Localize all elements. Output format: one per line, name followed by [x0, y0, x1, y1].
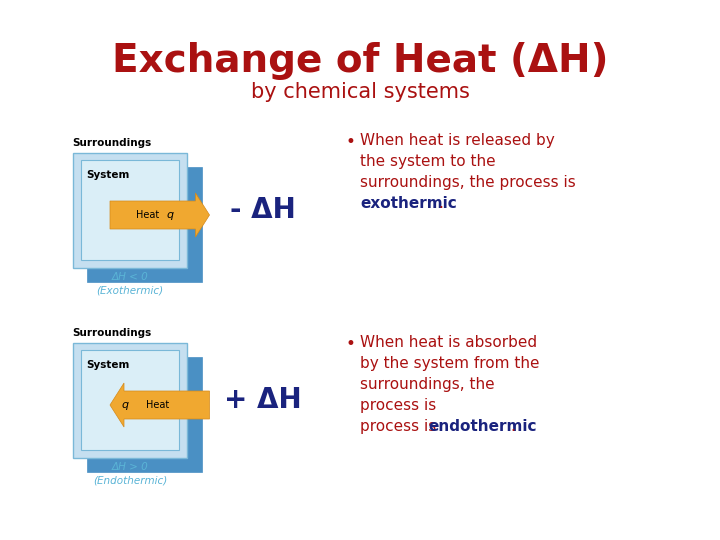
Text: process is: process is: [360, 398, 436, 413]
Text: process is: process is: [360, 419, 441, 434]
FancyBboxPatch shape: [81, 350, 179, 450]
Text: by the system from the: by the system from the: [360, 356, 539, 371]
Text: - ΔH: - ΔH: [230, 196, 295, 224]
FancyBboxPatch shape: [73, 342, 187, 457]
Text: .: .: [510, 419, 515, 434]
FancyArrow shape: [110, 193, 210, 237]
Text: endothermic: endothermic: [428, 419, 536, 434]
Text: •: •: [345, 133, 355, 151]
Text: ΔH > 0
(Endothermic): ΔH > 0 (Endothermic): [93, 462, 167, 485]
FancyBboxPatch shape: [86, 166, 202, 281]
Text: surroundings, the: surroundings, the: [360, 377, 495, 392]
Text: surroundings, the process is: surroundings, the process is: [360, 175, 576, 190]
Text: When heat is released by: When heat is released by: [360, 133, 554, 148]
Text: by chemical systems: by chemical systems: [251, 82, 469, 102]
FancyBboxPatch shape: [86, 356, 202, 471]
Text: + ΔH: + ΔH: [224, 386, 301, 414]
FancyBboxPatch shape: [73, 152, 187, 267]
Text: Surroundings: Surroundings: [73, 328, 152, 339]
Text: System: System: [86, 360, 130, 370]
Text: .: .: [438, 196, 443, 211]
Text: Surroundings: Surroundings: [73, 138, 152, 149]
Text: Heat: Heat: [136, 210, 160, 220]
Text: •: •: [345, 335, 355, 353]
Text: Heat: Heat: [146, 400, 170, 410]
Text: q: q: [122, 400, 129, 410]
FancyBboxPatch shape: [81, 160, 179, 260]
Text: the system to the: the system to the: [360, 154, 495, 169]
Text: ΔH < 0
(Exothermic): ΔH < 0 (Exothermic): [96, 273, 163, 296]
Text: Exchange of Heat (ΔH): Exchange of Heat (ΔH): [112, 42, 608, 80]
Text: System: System: [86, 170, 130, 180]
Text: When heat is absorbed: When heat is absorbed: [360, 335, 537, 350]
Text: q: q: [166, 210, 174, 220]
FancyArrow shape: [110, 383, 210, 427]
Text: exothermic: exothermic: [360, 196, 456, 211]
